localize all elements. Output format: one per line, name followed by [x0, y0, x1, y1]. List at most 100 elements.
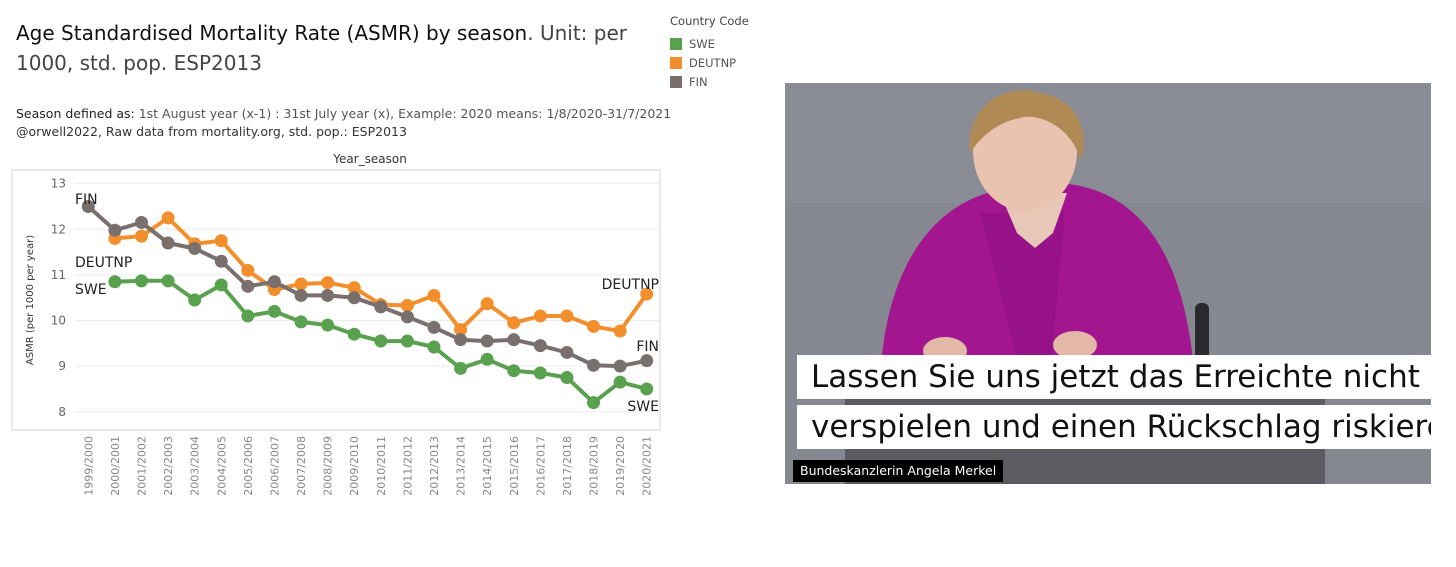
- legend-item-deutnp[interactable]: DEUTNP: [670, 53, 749, 72]
- x-tick-label: 1999/2000: [82, 436, 95, 496]
- legend: Country Code SWE DEUTNP FIN: [670, 14, 749, 91]
- series-label-swe-start: SWE: [75, 282, 107, 298]
- data-point-swe: [321, 318, 335, 332]
- x-axis-title: Year_season: [333, 152, 407, 166]
- x-tick-label: 2007/2008: [295, 436, 308, 496]
- x-tick-label: 2013/2014: [455, 436, 468, 496]
- legend-label-swe: SWE: [689, 36, 715, 51]
- line-chart: 8 9 10 11 12 13 ASMR (per 1000 per year) 1999/2…: [11, 169, 661, 496]
- data-point-deutnp: [321, 276, 335, 290]
- x-tick-label: 2005/2006: [242, 436, 255, 496]
- data-point-swe: [294, 315, 308, 329]
- x-tick-label: 2020/2021: [641, 436, 654, 496]
- data-point-swe: [161, 274, 175, 288]
- data-point-deutnp: [613, 324, 627, 338]
- subtitle-definition: 1st August year (x-1) : 31st July year (…: [138, 106, 672, 121]
- data-point-fin: [640, 354, 654, 368]
- data-point-swe: [374, 334, 388, 348]
- data-point-fin: [134, 215, 148, 229]
- data-point-deutnp: [640, 287, 654, 301]
- x-tick-label: 2009/2010: [348, 436, 361, 496]
- data-point-fin: [400, 310, 414, 324]
- series-line-fin: [86, 205, 648, 369]
- x-tick-label: 2012/2013: [428, 436, 441, 496]
- data-point-fin: [507, 333, 521, 347]
- chart-title-unit: . Unit: per 1000, std. pop. ESP2013: [16, 21, 627, 75]
- x-tick-label: 2019/2020: [614, 436, 627, 496]
- data-point-fin: [347, 291, 361, 305]
- series-label-deutnp-start: DEUTNP: [75, 255, 132, 271]
- data-point-deutnp: [454, 323, 468, 337]
- chart-subtitle: Season defined as: 1st August year (x-1)…: [16, 105, 716, 141]
- subtitle-source: @orwell2022, Raw data from mortality.org…: [16, 124, 407, 139]
- x-tick-label: 2000/2001: [109, 436, 122, 496]
- subtitle-line-1: Lassen Sie uns jetzt das Erreichte nicht: [797, 355, 1431, 399]
- data-point-swe: [507, 364, 521, 378]
- x-tick-label: 2010/2011: [375, 436, 388, 496]
- data-point-deutnp: [507, 316, 521, 330]
- data-point-swe: [400, 334, 414, 348]
- legend-label-fin: FIN: [689, 74, 708, 89]
- data-point-fin: [294, 288, 308, 302]
- x-tick-label: 2008/2009: [322, 436, 335, 496]
- speaker-caption: Bundeskanzlerin Angela Merkel: [793, 460, 1004, 482]
- chart-title-main: Age Standardised Mortality Rate (ASMR) b…: [16, 21, 528, 45]
- data-point-deutnp: [587, 319, 601, 333]
- data-point-fin: [267, 275, 281, 289]
- legend-item-swe[interactable]: SWE: [670, 34, 749, 53]
- series-label-deutnp-end: DEUTNP: [602, 277, 659, 293]
- data-point-deutnp: [347, 281, 361, 295]
- x-tick-label: 2015/2016: [508, 436, 521, 496]
- data-point-deutnp: [400, 298, 414, 312]
- subtitle-line-2: verspielen und einen Rückschlag riskiere…: [797, 405, 1431, 449]
- chart-title: Age Standardised Mortality Rate (ASMR) b…: [16, 18, 656, 78]
- data-point-fin: [454, 333, 468, 347]
- x-tick-label: 2003/2004: [189, 436, 202, 496]
- legend-swatch-fin: [670, 75, 682, 88]
- legend-item-fin[interactable]: FIN: [670, 72, 749, 91]
- y-tick-label: 13: [51, 177, 66, 191]
- data-point-fin: [108, 223, 122, 237]
- legend-swatch-swe: [670, 37, 682, 50]
- series-label-fin-start: FIN: [75, 192, 98, 208]
- data-point-fin: [480, 334, 494, 348]
- data-point-fin: [241, 279, 255, 293]
- data-point-fin: [427, 320, 441, 334]
- data-point-fin: [321, 288, 335, 302]
- data-point-deutnp: [241, 263, 255, 277]
- data-point-swe: [347, 327, 361, 341]
- data-point-swe: [108, 275, 122, 289]
- y-tick-label: 8: [58, 405, 66, 419]
- x-tick-label: 2006/2007: [268, 436, 281, 496]
- data-point-deutnp: [480, 297, 494, 311]
- x-tick-label: 2016/2017: [534, 436, 547, 496]
- y-tick-label: 10: [51, 314, 66, 328]
- data-point-fin: [374, 300, 388, 314]
- data-point-deutnp: [427, 288, 441, 302]
- data-point-deutnp: [161, 211, 175, 225]
- data-point-swe: [587, 396, 601, 410]
- x-tick-label: 2011/2012: [401, 436, 414, 496]
- data-point-deutnp: [294, 277, 308, 291]
- legend-swatch-deutnp: [670, 56, 682, 69]
- data-point-swe: [480, 352, 494, 366]
- data-point-fin: [533, 339, 547, 353]
- x-tick-label: 2014/2015: [481, 436, 494, 496]
- data-point-swe: [188, 293, 202, 307]
- data-point-swe: [640, 382, 654, 396]
- data-point-fin: [587, 358, 601, 372]
- data-point-fin: [214, 254, 228, 268]
- data-point-fin: [161, 236, 175, 250]
- data-point-swe: [241, 309, 255, 323]
- subtitle-prefix: Season defined as:: [16, 106, 139, 121]
- data-point-deutnp: [134, 229, 148, 243]
- data-point-swe: [560, 371, 574, 385]
- x-tick-label: 2017/2018: [561, 436, 574, 496]
- data-point-swe: [267, 304, 281, 318]
- y-tick-label: 9: [58, 359, 66, 373]
- data-point-fin: [81, 199, 95, 213]
- data-point-swe: [533, 366, 547, 380]
- y-tick-label: 12: [51, 222, 66, 236]
- x-tick-label: 2001/2002: [135, 436, 148, 496]
- data-point-swe: [427, 340, 441, 354]
